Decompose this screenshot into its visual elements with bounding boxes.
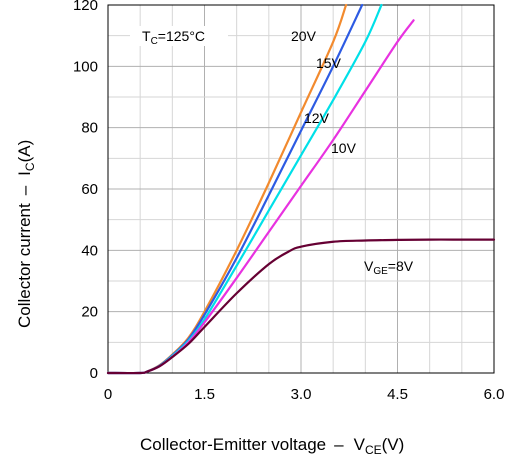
- y-axis-label-dash: –: [15, 185, 34, 195]
- x-tick-labels: 0 1.5 3.0 4.5 6.0: [104, 386, 505, 403]
- y-tick-label: 40: [81, 242, 98, 259]
- series-label-12v: 12V: [304, 110, 330, 126]
- condition-sub: C: [151, 36, 158, 47]
- x-tick-label: 0: [104, 386, 112, 403]
- y-axis-label-main: Collector current: [15, 203, 34, 328]
- x-tick-label: 4.5: [387, 386, 408, 403]
- x-tick-label: 1.5: [194, 386, 215, 403]
- condition-var: T: [142, 28, 151, 44]
- y-axis-label-unit: (A): [15, 140, 34, 163]
- series-line-v-ge-8v: [106, 238, 496, 375]
- y-axis-label: Collector current – IC(A): [15, 140, 37, 328]
- y-axis-label-sub: C: [23, 162, 37, 171]
- series-lines: [106, 3, 496, 375]
- y-tick-label: 20: [81, 304, 98, 321]
- x-tick-label: 6.0: [484, 386, 505, 403]
- series-label-15v: 15V: [316, 55, 342, 71]
- x-axis-label-sub: CE: [365, 443, 382, 457]
- condition-label: TC=125°C: [142, 28, 205, 47]
- condition-rest: =125°C: [158, 28, 205, 44]
- y-tick-label: 80: [81, 120, 98, 137]
- x-axis-label-main: Collector-Emitter voltage: [140, 435, 326, 454]
- x-axis-label-dash: –: [334, 435, 344, 454]
- series-label-20v: 20V: [291, 28, 317, 44]
- x-tick-label: 3.0: [291, 386, 312, 403]
- y-tick-label: 120: [73, 0, 98, 14]
- x-axis-label: Collector-Emitter voltage – VCE(V): [140, 435, 404, 457]
- y-tick-label: 100: [73, 58, 98, 75]
- series-label-8v-rest: =8V: [388, 258, 414, 274]
- y-axis-label-var: I: [15, 171, 34, 176]
- grid: [108, 5, 494, 373]
- series-label-10v: 10V: [331, 140, 357, 156]
- series-label-8v-sub: GE: [373, 266, 388, 277]
- y-tick-labels: 0 20 40 60 80 100 120: [73, 0, 98, 382]
- plot-frame: [107, 4, 495, 374]
- series-label-8v: VGE=8V: [364, 258, 414, 277]
- x-axis-label-unit: (V): [382, 435, 405, 454]
- series-label-8v-var: V: [364, 258, 374, 274]
- y-tick-label: 0: [90, 365, 98, 382]
- x-axis-label-var: V: [354, 435, 366, 454]
- condition-label-box: [130, 26, 228, 46]
- y-tick-label: 60: [81, 181, 98, 198]
